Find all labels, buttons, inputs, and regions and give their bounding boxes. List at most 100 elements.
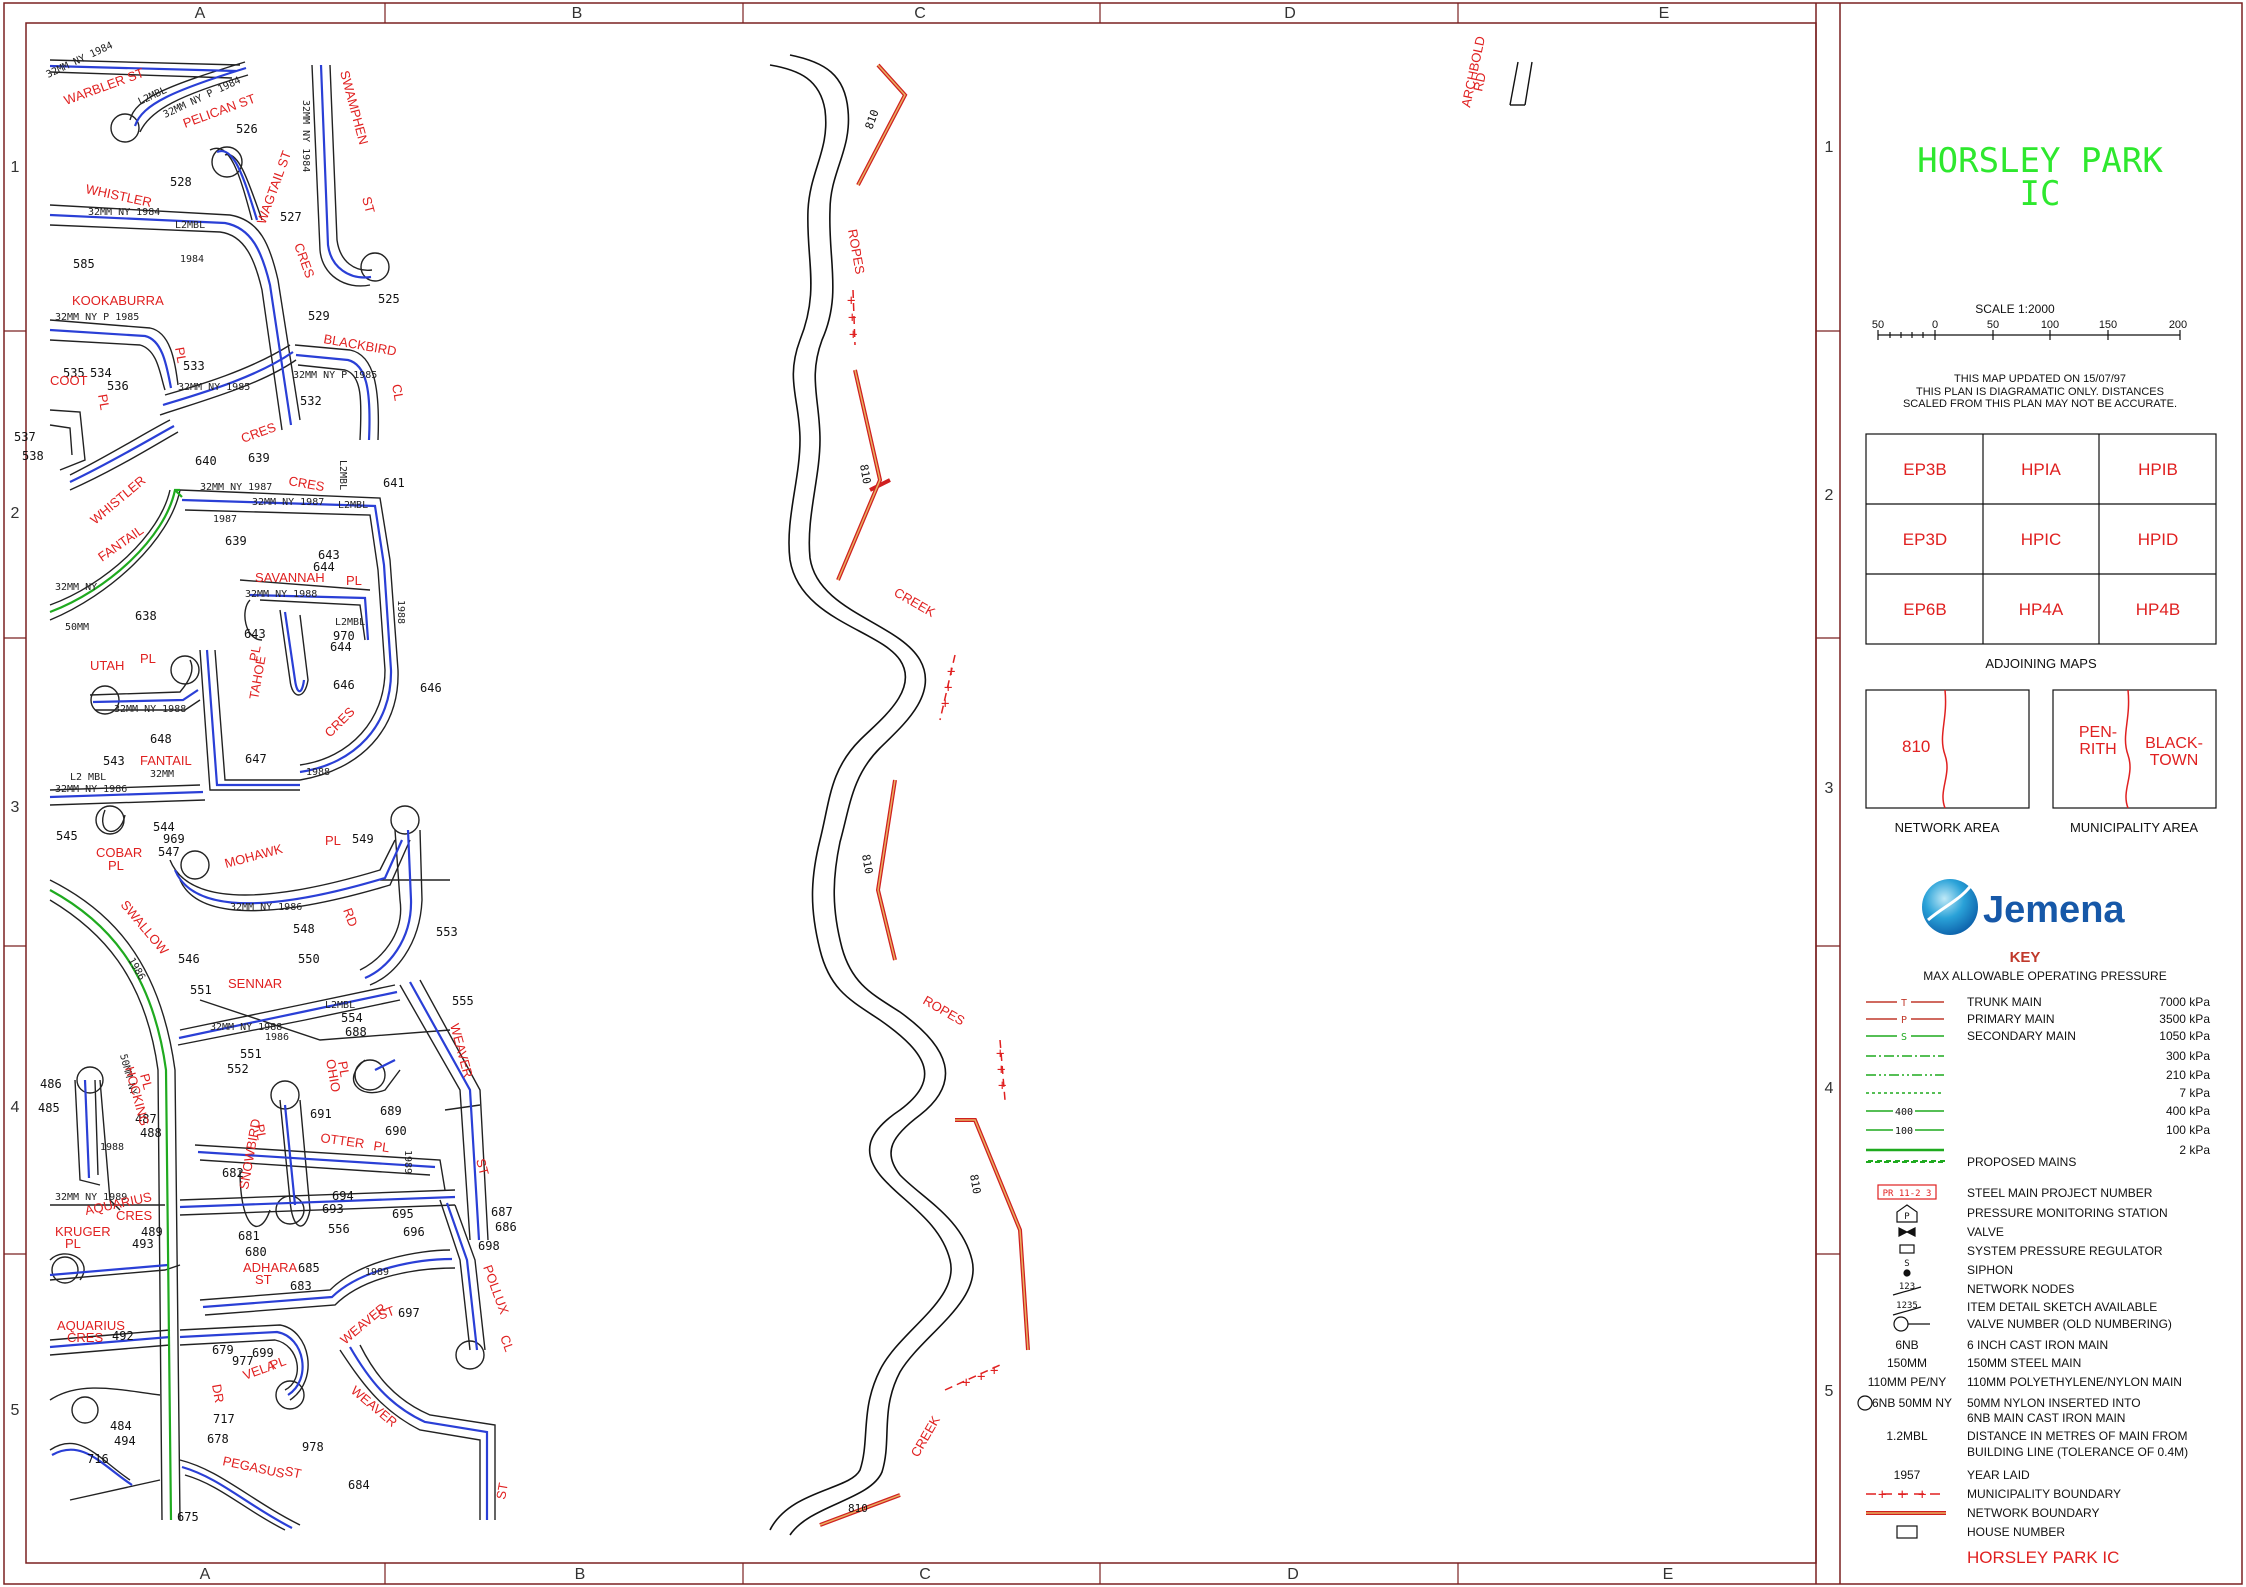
house-number: 977 xyxy=(232,1354,254,1368)
house-number: 679 xyxy=(212,1343,234,1357)
street-name: ST xyxy=(473,1157,492,1177)
house-number: 549 xyxy=(352,832,374,846)
pressure-label: TRUNK MAIN xyxy=(1967,995,2042,1009)
house-number: 548 xyxy=(293,922,315,936)
house-number: 675 xyxy=(177,1510,199,1524)
valve-icon xyxy=(1898,1227,1916,1237)
legend-label: NETWORK NODES xyxy=(1967,1282,2074,1296)
archbold-road xyxy=(1509,61,1533,106)
legend-symbol-label: P xyxy=(1904,1212,1910,1222)
street-name: ST xyxy=(359,195,378,215)
street-name: COOT xyxy=(50,373,88,388)
pipe-label: 32MM NY 1986 xyxy=(230,902,302,913)
legend-label: VALVE xyxy=(1967,1225,2004,1239)
adjoining-map-cell[interactable]: HP4B xyxy=(2136,600,2180,619)
house-number: 538 xyxy=(22,449,44,463)
house-number: 535 xyxy=(63,366,85,380)
pipe-label: 32MM NY 1988 xyxy=(114,704,186,715)
house-number: 689 xyxy=(380,1104,402,1118)
house-number: 681 xyxy=(238,1229,260,1243)
house-number: 696 xyxy=(403,1225,425,1239)
boundary-cross: + xyxy=(1918,1487,1926,1503)
map-title-suffix: IC xyxy=(2020,174,2061,214)
network-boundary xyxy=(819,63,1030,1527)
boundary-cross: + xyxy=(962,1375,970,1391)
grid-row-left-1: 1 xyxy=(11,159,20,176)
boundary-cross: + xyxy=(944,680,952,696)
boundary-cross: + xyxy=(848,310,856,326)
adjoining-map-cell[interactable]: HPIA xyxy=(2021,460,2061,479)
street-name: UTAH xyxy=(90,658,124,673)
house-number: 534 xyxy=(90,366,112,380)
adjoining-map-cell[interactable]: HPID xyxy=(2138,530,2179,549)
grid-col-top-b: B xyxy=(572,5,583,22)
pipe-label: 32MM NY 1984 xyxy=(88,207,160,218)
house-number: 486 xyxy=(40,1077,62,1091)
pipe-label: 32MM NY 1986 xyxy=(55,784,127,795)
house-number: 680 xyxy=(245,1245,267,1259)
pipe-label: L2 MBL xyxy=(70,772,106,783)
street-name: KOOKABURRA xyxy=(72,293,164,308)
street-name: PL xyxy=(373,1138,391,1155)
street-name: PL xyxy=(140,651,156,666)
adjoining-map-cell[interactable]: EP3B xyxy=(1903,460,1946,479)
house-number: 647 xyxy=(245,752,267,766)
key-subtitle: MAX ALLOWABLE OPERATING PRESSURE xyxy=(1923,969,2166,983)
house-number: 683 xyxy=(290,1279,312,1293)
house-number: 555 xyxy=(452,994,474,1008)
street-name: RD xyxy=(340,906,361,929)
title-block: HORSLEY PARK IC SCALE 1:2000 50 0 50 100… xyxy=(1857,141,2217,1567)
house-number: 716 xyxy=(87,1452,109,1466)
pressure-label: PRIMARY MAIN xyxy=(1967,1012,2055,1026)
boundary-cross: + xyxy=(1898,1487,1906,1503)
adjoining-map-cell[interactable]: EP6B xyxy=(1903,600,1946,619)
legend-label: STEEL MAIN PROJECT NUMBER xyxy=(1967,1186,2153,1200)
adjoining-map-cell[interactable]: HP4A xyxy=(2019,600,2064,619)
street-name: ST xyxy=(283,1463,302,1481)
municipality-boundary-marks xyxy=(852,289,1006,1391)
jemena-logo-text: Jemena xyxy=(1983,889,2125,931)
pipe-label: 50MM xyxy=(65,622,89,633)
legend-label: DISTANCE IN METRES OF MAIN FROM xyxy=(1967,1429,2187,1443)
legend-symbol-label: PR 11-2 3 xyxy=(1883,1189,1932,1199)
disclaimer-line-1: THIS PLAN IS DIAGRAMATIC ONLY. DISTANCES xyxy=(1916,386,2164,398)
legend-label: 110MM POLYETHYLENE/NYLON MAIN xyxy=(1967,1375,2182,1389)
legend-label: PRESSURE MONITORING STATION xyxy=(1967,1206,2168,1220)
house-number: 525 xyxy=(378,292,400,306)
pipe-label: 32MM NY xyxy=(55,582,97,593)
grid-row-right-1: 1 xyxy=(1825,139,1834,156)
house-number: 639 xyxy=(248,451,270,465)
disclaimer-line-2: SCALED FROM THIS PLAN MAY NOT BE ACCURAT… xyxy=(1903,398,2177,410)
house-number: 543 xyxy=(103,754,125,768)
house-number: 545 xyxy=(56,829,78,843)
network-node-icon xyxy=(1892,1286,1922,1296)
street-name: CRES xyxy=(287,473,325,494)
adjoining-map-cell[interactable]: HPIC xyxy=(2021,530,2062,549)
house-number: 487 xyxy=(135,1112,157,1126)
house-number: 682 xyxy=(222,1166,244,1180)
valve-number-icon xyxy=(1893,1316,1909,1332)
house-number: 686 xyxy=(495,1220,517,1234)
adjoining-map-cell[interactable]: HPIB xyxy=(2138,460,2178,479)
legend-symbol-label: S xyxy=(1904,1259,1909,1269)
column-dividers xyxy=(4,3,1840,1584)
house-number: 678 xyxy=(207,1432,229,1446)
legend-label: 6NB MAIN CAST IRON MAIN xyxy=(1967,1411,2125,1425)
house-number: 693 xyxy=(322,1202,344,1216)
house-number: 488 xyxy=(140,1126,162,1140)
street-network xyxy=(49,59,496,1531)
scale-tick: 50 xyxy=(1987,319,1999,331)
pressure-station-icon xyxy=(1896,1204,1918,1223)
ropes-creek xyxy=(769,54,974,1536)
house-number: 644 xyxy=(330,640,352,654)
municipality-area-box: PEN- RITH BLACK- TOWN MUNICIPALITY AREA xyxy=(2052,689,2217,835)
adjoining-map-cell[interactable]: EP3D xyxy=(1903,530,1947,549)
map-house-numbers: 526 528 527 525 585 529 533 534 535 536 … xyxy=(14,122,517,1524)
grid-col-bottom-c: C xyxy=(919,1566,931,1583)
pipe-label: 32MM NY 1989 xyxy=(55,1192,127,1203)
grid-row-left-2: 2 xyxy=(11,505,20,522)
street-name: WEAVER xyxy=(447,1022,476,1079)
legend-symbol-text: 6NB xyxy=(1895,1338,1918,1352)
street-name: PL xyxy=(325,833,341,848)
street-name: FANTAIL xyxy=(140,753,192,768)
